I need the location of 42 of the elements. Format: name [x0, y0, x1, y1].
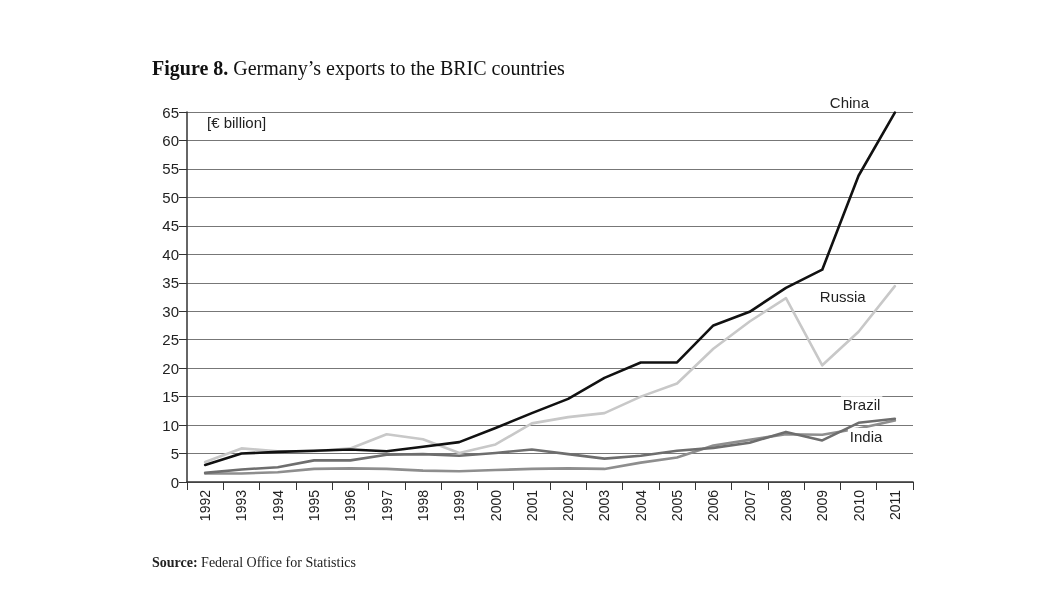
x-tick-label: 2002: [560, 489, 577, 522]
y-tick-label: 55: [162, 160, 179, 178]
x-tick-label: 1996: [342, 489, 359, 522]
series-label: China: [829, 94, 870, 112]
line-series: [203, 111, 897, 467]
x-tick-label: 1999: [451, 489, 468, 522]
x-tick-label: 2011: [886, 489, 903, 521]
x-tick-label: 2006: [705, 489, 722, 522]
x-tick-label: 2000: [487, 489, 504, 522]
y-tick-label: 25: [162, 331, 179, 349]
series-label: Russia: [819, 287, 867, 305]
x-tick-label: 2001: [523, 489, 540, 522]
x-tick-label: 1997: [378, 489, 395, 522]
x-tick-label: 1995: [306, 489, 323, 522]
y-axis-title: [€ billion]: [207, 113, 267, 131]
x-tick-label: 2003: [596, 489, 613, 522]
x-tick-label: 1998: [414, 489, 431, 522]
x-tick-label: 2008: [777, 489, 794, 522]
y-tick-label: 65: [162, 103, 179, 121]
x-tick-label: 1992: [197, 489, 214, 522]
x-tick-label: 2007: [741, 489, 758, 522]
y-tick-label: 30: [162, 302, 179, 320]
y-tick-label: 35: [162, 274, 179, 292]
y-tick-label: 45: [162, 217, 179, 235]
y-tick-label: 10: [162, 416, 179, 434]
series-label: Brazil: [842, 396, 881, 414]
y-tick-label: 15: [162, 388, 179, 406]
y-tick-label: 40: [162, 245, 179, 263]
y-tick-label: 60: [162, 131, 179, 149]
series-label: India: [849, 428, 884, 446]
chart-title: Figure 8. Germany’s exports to the BRIC countries: [152, 57, 566, 80]
source-note: Source: Federal Office for Statistics: [152, 554, 356, 570]
y-tick-label: 50: [162, 188, 179, 206]
y-tick-label: 20: [162, 359, 179, 377]
y-tick-label: 5: [170, 445, 179, 463]
x-tick-label: 1994: [269, 489, 286, 522]
x-tick-label: 2010: [850, 489, 867, 522]
x-tick-label: 2004: [632, 489, 649, 522]
x-tick-label: 2005: [669, 489, 686, 522]
x-tick-label: 1993: [233, 489, 250, 522]
y-tick-label: 0: [170, 473, 179, 491]
x-tick-label: 2009: [814, 489, 831, 522]
